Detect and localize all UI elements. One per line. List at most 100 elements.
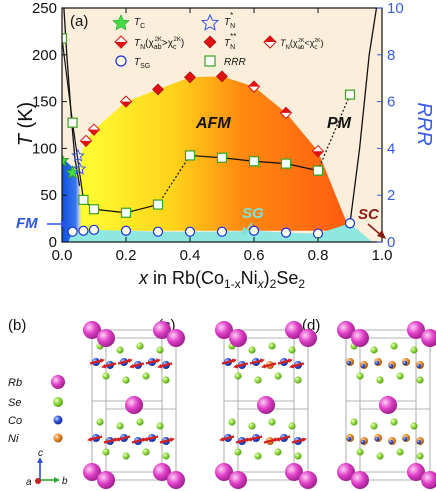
se-atom-0-3: [410, 346, 418, 354]
spin-arrow-head-1-4: [143, 437, 148, 442]
spin-arrow-0-4: [145, 359, 159, 365]
legend-label-tn-red-lt: TN(χab2K<χc2K): [280, 38, 324, 51]
se-atom-3-1: [122, 452, 130, 460]
se-atom-2-1: [248, 422, 256, 430]
rb-atom-7: [167, 471, 185, 489]
spin-arrow-1-4: [277, 435, 291, 441]
se-atom-3-0: [102, 448, 110, 456]
sg-arrow-head: [242, 227, 250, 236]
se-atom-1-1: [376, 376, 384, 384]
rrr-point-3: [88, 204, 100, 215]
tsg-point-4: [152, 226, 164, 237]
rb-atom-3: [167, 329, 185, 347]
legend-label-tn-starstar: TN**: [224, 32, 236, 51]
plot-frame: [61, 7, 383, 243]
spin-arrow-1-5: [291, 438, 305, 444]
se-atom-1-2: [274, 372, 282, 380]
legend-marker-tn-red-gt: [114, 35, 128, 49]
se-atom-3-0: [234, 448, 242, 456]
se-atom-1-2: [396, 372, 404, 380]
panel-label-a: (a): [70, 13, 88, 30]
atom-legend-label-co: Co: [8, 415, 22, 427]
crystal-structure-d: [337, 321, 436, 489]
se-atom-1-3: [162, 376, 170, 384]
tsg-point-2: [88, 224, 100, 235]
tsg-point-7: [248, 225, 260, 236]
rrr-point-1: [67, 117, 78, 128]
tsg-point-5: [184, 226, 196, 237]
spin-arrow-1-0: [221, 435, 235, 441]
spin-arrow-1-5: [159, 438, 173, 444]
se-atom-0-1: [116, 346, 124, 354]
spin-arrow-0-0: [221, 359, 235, 365]
se-atom-3-3: [162, 452, 170, 460]
fm-arrow-head: [61, 220, 68, 228]
y-tick-label-left-5: 250: [32, 0, 57, 17]
se-atom-2-0: [228, 418, 236, 426]
se-atom-2-2: [136, 418, 144, 426]
rb-atom-6: [351, 471, 369, 489]
rb-atom-2: [351, 329, 369, 347]
legend-label-tn-red-gt: TN(χab2K>χc2K): [134, 37, 184, 51]
rb-atom-6: [97, 471, 115, 489]
legend-marker-tn-star: [200, 13, 220, 31]
spin-arrow-1-3: [263, 438, 277, 444]
y-tick-label-right-2: 4: [387, 140, 395, 157]
rb-atom-7: [421, 471, 436, 489]
se-atom-2-1: [116, 422, 124, 430]
se-atom-3-2: [142, 448, 150, 456]
rb-atom-3: [421, 329, 436, 347]
axis-a-label: a: [26, 477, 32, 488]
rb-atom-4: [215, 463, 233, 481]
chart-legend: TC TN* TN(χab2K>χc2K) TN** TN(χab2K<χc2K…: [112, 11, 324, 70]
pm-boundary-line: [349, 8, 378, 224]
legend-marker-tc: [112, 14, 130, 31]
rb-atom-1: [407, 321, 425, 339]
atom-legend-rb: [51, 375, 65, 389]
se-atom-2-3: [156, 422, 164, 430]
rb-atom-3: [299, 329, 317, 347]
y-tick-label-left-3: 150: [32, 94, 57, 111]
atom-legend-label-se: Se: [8, 397, 21, 409]
tn-star-point-1: [72, 161, 87, 175]
spin-arrow-0-0: [89, 359, 103, 365]
se-atom-1-3: [416, 376, 424, 384]
rb-atom-6: [229, 471, 247, 489]
rb-atom-5: [285, 463, 303, 481]
spin-arrow-1-2: [117, 435, 131, 441]
spin-arrow-0-2: [117, 359, 131, 365]
rrr-point-7: [216, 152, 228, 163]
spin-arrow-head-0-0: [100, 358, 105, 363]
y-axis-title-left: T (K): [15, 102, 37, 146]
rrr-point-2: [78, 194, 89, 205]
tn-lt-point-fill-0: [248, 81, 260, 87]
se-atom-1-1: [254, 376, 262, 384]
crystal-structure-c: [215, 321, 317, 489]
rb-atom-4: [83, 463, 101, 481]
legend-marker-tn-red-lt: [263, 35, 277, 49]
rb-atom-8: [379, 396, 397, 414]
spin-arrow-1-1: [235, 438, 249, 444]
spin-arrow-head-0-4: [156, 358, 161, 363]
spin-arrow-1-3: [131, 438, 145, 444]
se-atom-0-1: [248, 346, 256, 354]
se-atom-3-3: [416, 452, 424, 460]
y-tick-label-right-5: 10: [387, 0, 404, 17]
axis-c-arrow-head: [37, 457, 43, 463]
tn-starstar-point-1: [184, 71, 196, 84]
co-inner-1-2: [374, 436, 380, 442]
x-tick-label-2: 0.4: [180, 247, 201, 264]
spin-arrow-0-5: [291, 362, 305, 368]
rrr-point-10: [312, 165, 324, 176]
rb-atom-0: [83, 321, 101, 339]
spin-arrow-0-3: [263, 362, 277, 368]
panel-label-b: (b): [8, 317, 26, 334]
tsg-point-8: [280, 227, 292, 238]
co-inner-0-3: [388, 363, 394, 369]
tsg-point-0: [67, 226, 78, 237]
se-atom-1-0: [102, 372, 110, 380]
x-tick-label-1: 0.2: [116, 247, 137, 264]
y-tick-label-right-1: 2: [387, 187, 395, 204]
crystal-structure-b: [83, 321, 185, 489]
se-atom-0-3: [156, 346, 164, 354]
